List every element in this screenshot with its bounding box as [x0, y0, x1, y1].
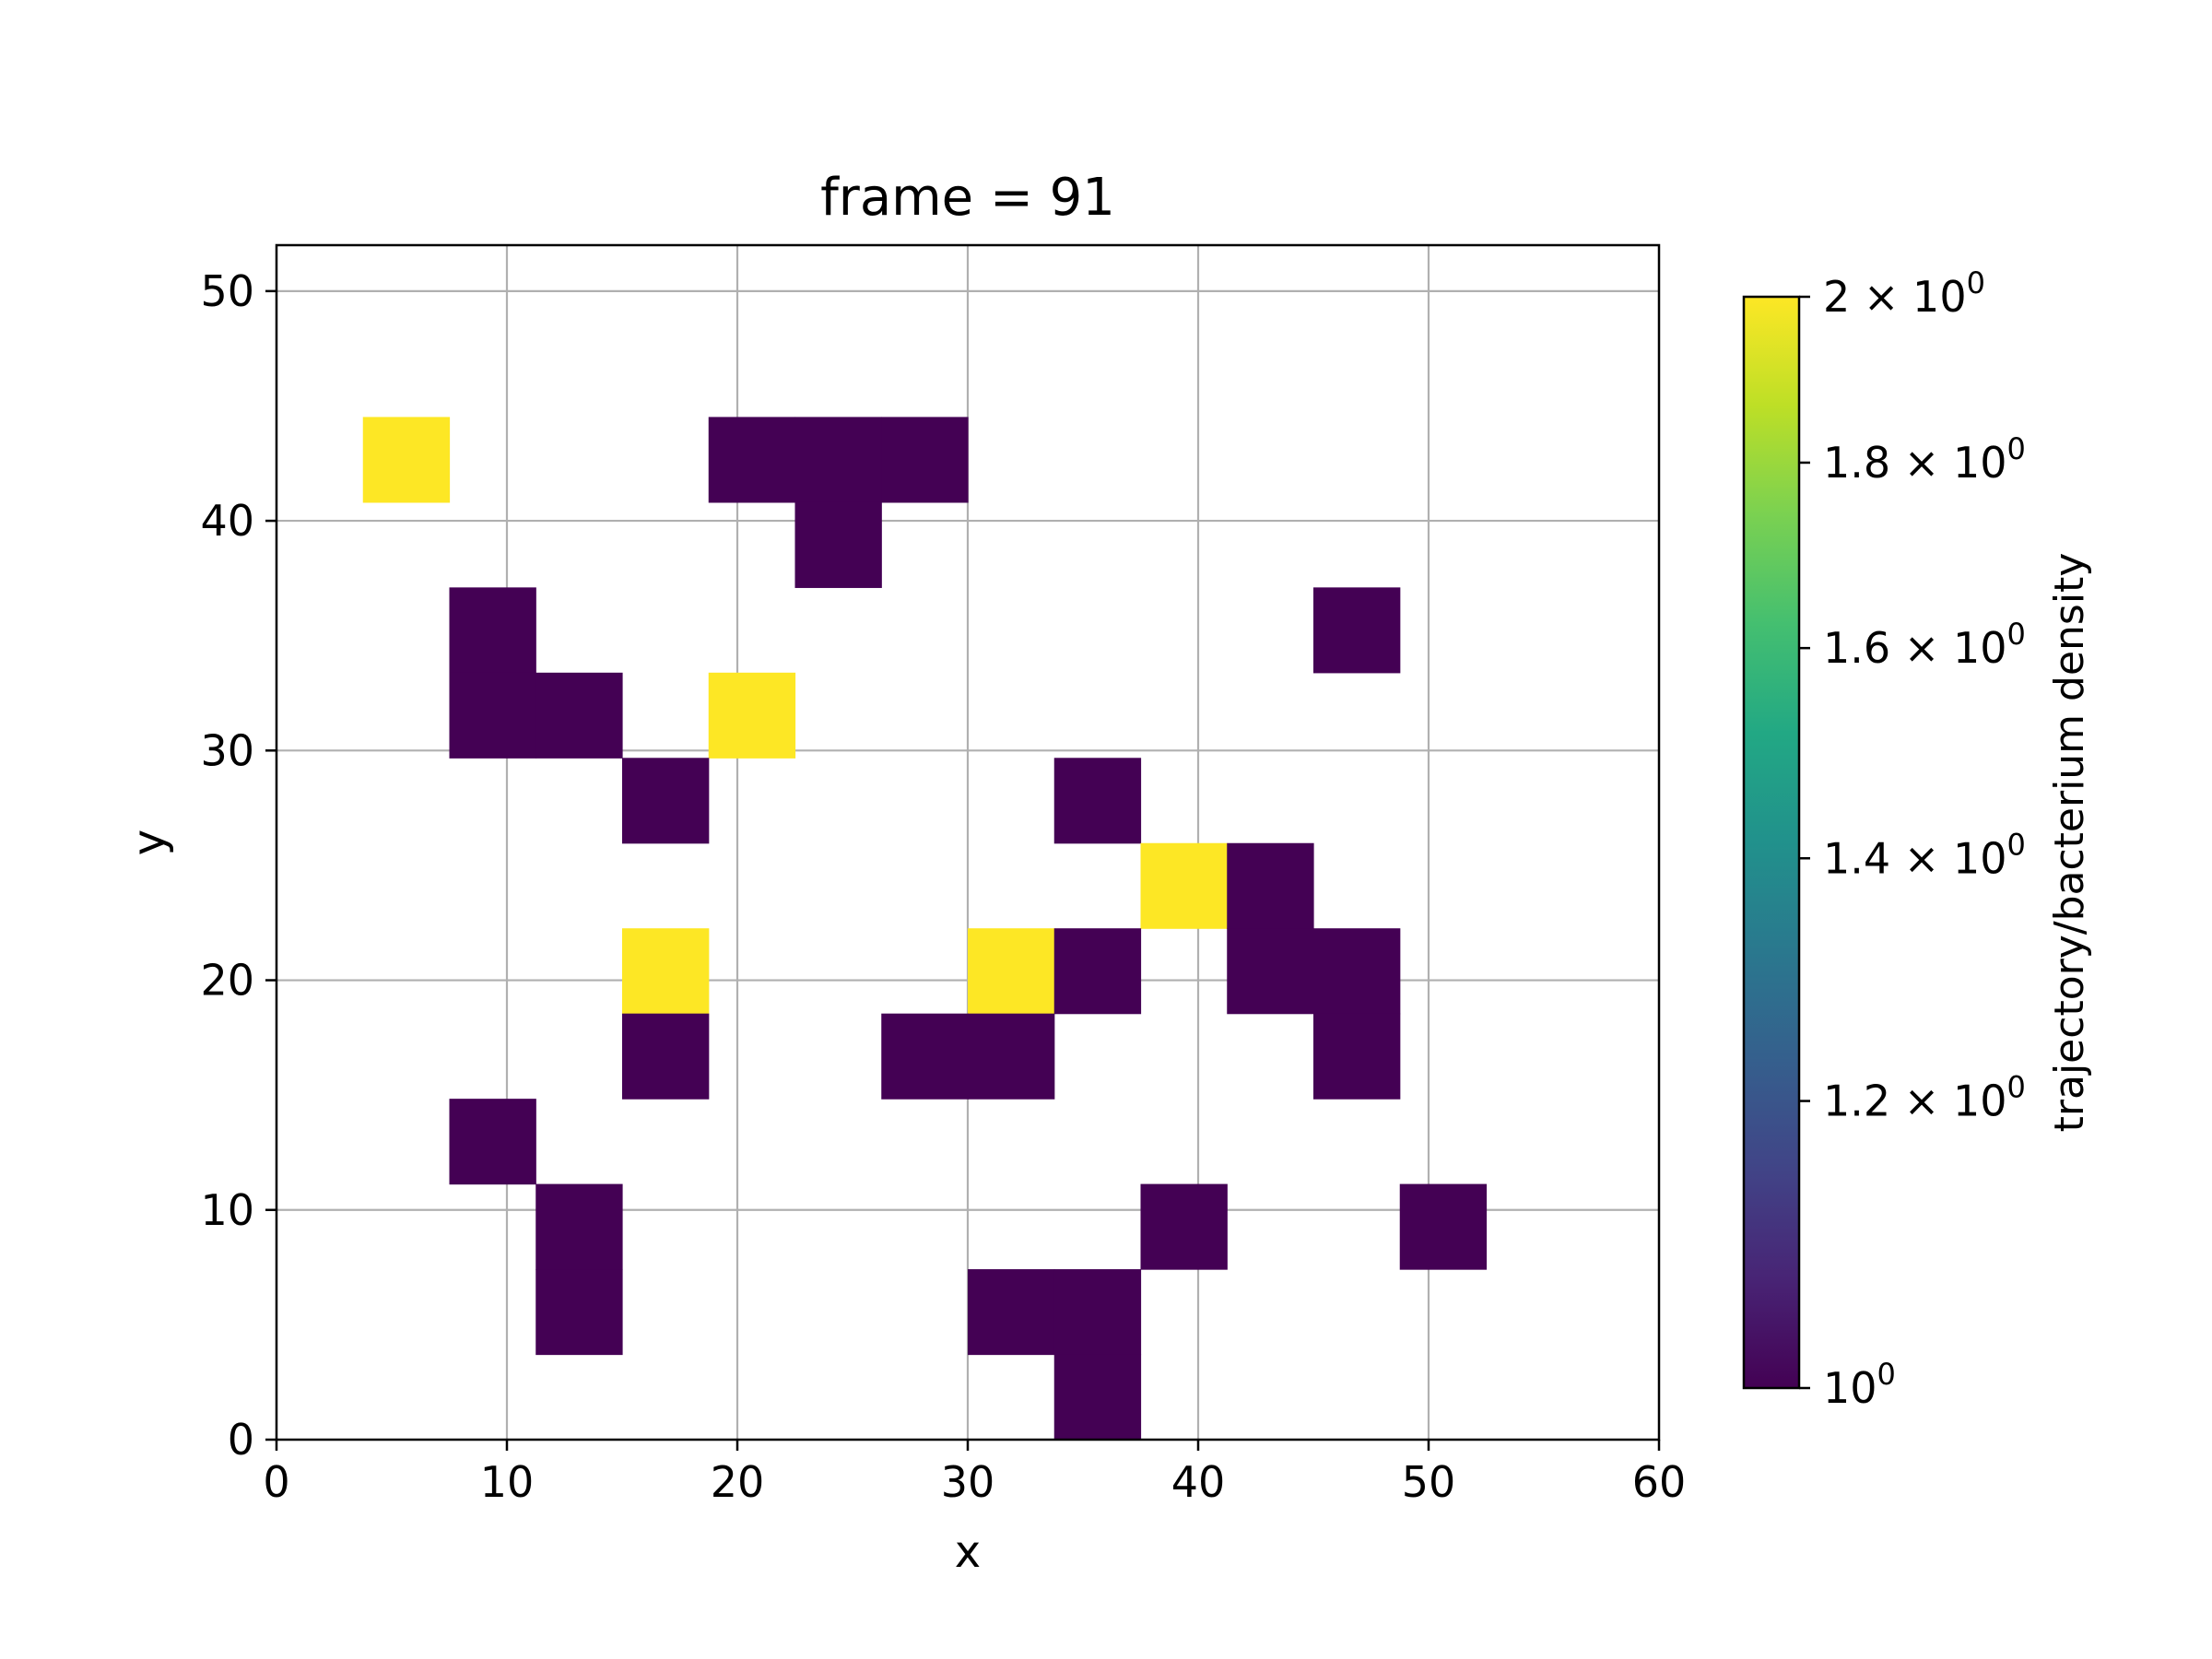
x-tick-label: 60: [1632, 1457, 1687, 1507]
colorbar-tick-label: 2 × 100: [1823, 265, 1985, 322]
heatmap-cell: [708, 417, 796, 503]
heatmap-cell: [449, 672, 536, 759]
x-tick-label: 40: [1171, 1457, 1226, 1507]
colorbar-ticks: 2 × 100 1.8 × 100 1.6 × 100 1.4 × 100 1.2 × …: [1799, 265, 2026, 1413]
y-tick-label: 50: [200, 266, 254, 316]
heatmap-cell: [1313, 928, 1401, 1015]
heatmap-cell: [794, 417, 882, 503]
x-tick-label: 0: [263, 1457, 289, 1507]
heatmap-cell: [1053, 1269, 1142, 1356]
heatmap-cell: [1140, 1183, 1228, 1270]
heatmap-cell: [622, 758, 710, 844]
heatmap-cell: [968, 1013, 1055, 1100]
colorbar: [1742, 295, 1801, 1390]
colorbar-tick-label: 100: [1823, 1357, 1896, 1413]
y-axis-ticks: 0 10 20 30 40 50: [200, 266, 276, 1465]
heatmap-cell: [449, 1099, 536, 1185]
heatmap-cell: [794, 501, 882, 588]
chart-title: frame = 91: [820, 168, 1115, 228]
y-tick-label: 40: [200, 496, 254, 546]
heatmap-cell: [362, 417, 451, 503]
x-tick-label: 50: [1402, 1457, 1456, 1507]
heatmap-cell: [1053, 1354, 1142, 1441]
colorbar-tick-label: 1.4 × 100: [1823, 827, 2026, 883]
y-tick-label: 10: [200, 1185, 254, 1235]
x-axis-ticks: 0 10 20 30 40 50 60: [263, 1440, 1686, 1507]
heatmap-cell: [1399, 1183, 1488, 1270]
heatmap-cell: [1313, 1013, 1401, 1100]
colorbar-tick-label: 1.6 × 100: [1823, 617, 2026, 673]
heatmap-cell: [881, 417, 969, 503]
heatmap-cell: [881, 1013, 969, 1100]
x-tick-label: 30: [941, 1457, 995, 1507]
y-tick-label: 20: [200, 956, 254, 1006]
heatmap-cells: [362, 417, 1488, 1441]
heatmap-cell: [449, 587, 536, 674]
heatmap-cell: [708, 672, 796, 759]
heatmap-cell: [1313, 587, 1401, 674]
colorbar-tick-label: 1.8 × 100: [1823, 431, 2026, 488]
heatmap-cell: [1053, 928, 1142, 1015]
x-tick-label: 20: [711, 1457, 765, 1507]
heatmap-cell: [1227, 842, 1314, 929]
heatmap-cell: [535, 1183, 623, 1270]
heatmap-cell: [968, 928, 1055, 1015]
y-tick-label: 30: [200, 725, 254, 775]
y-axis-label: y: [124, 830, 175, 855]
heatmap-cell: [622, 928, 710, 1015]
colorbar-tick-label: 1.2 × 100: [1823, 1070, 2026, 1126]
heatmap-cell: [1140, 842, 1228, 929]
colorbar-label: trajectory/bacterium density: [2046, 553, 2093, 1133]
x-axis-label: x: [955, 1526, 981, 1578]
y-tick-label: 0: [228, 1415, 254, 1465]
heatmap-cell: [968, 1269, 1055, 1356]
x-tick-label: 10: [480, 1457, 535, 1507]
heatmap-cell: [1053, 758, 1142, 844]
heatmap-cell: [1227, 928, 1314, 1015]
heatmap-cell: [622, 1013, 710, 1100]
heatmap-cell: [535, 1269, 623, 1356]
heatmap-cell: [535, 672, 623, 759]
